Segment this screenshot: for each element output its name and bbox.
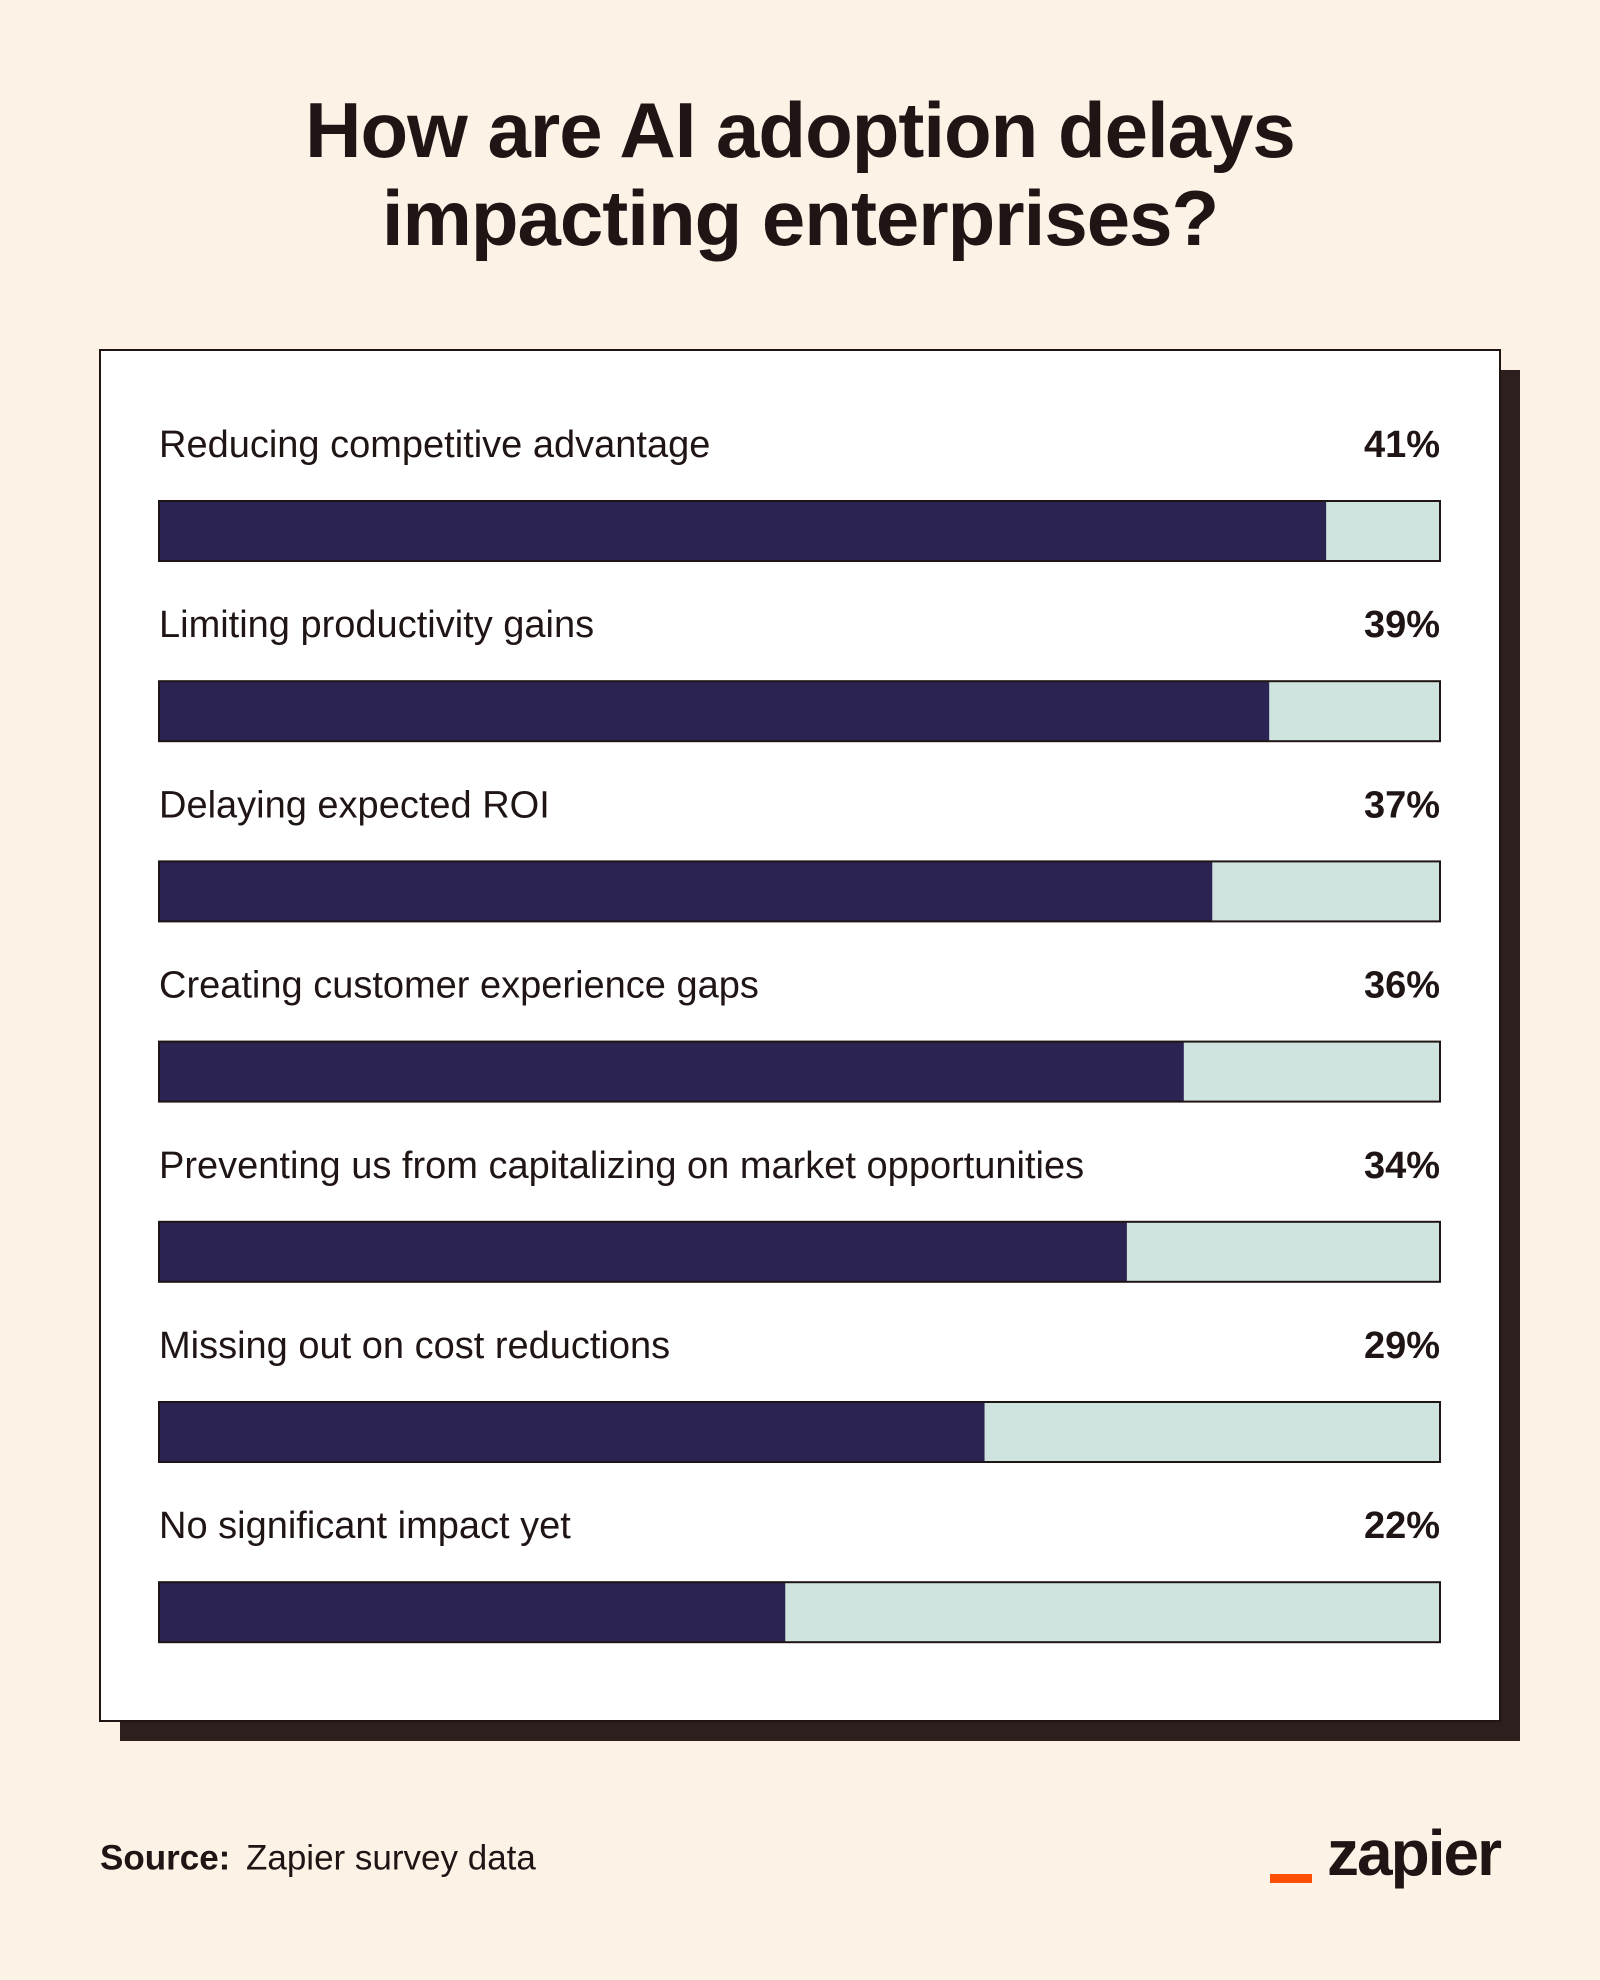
value-label: 41% xyxy=(1364,424,1440,466)
brand-logo: zapier xyxy=(1327,1817,1501,1889)
value-label: 36% xyxy=(1364,965,1440,1007)
bar xyxy=(159,1402,985,1462)
bar xyxy=(159,861,1213,922)
category-label: No significant impact yet xyxy=(159,1505,571,1547)
bar-outline xyxy=(158,860,1441,923)
category-label: Preventing us from capitalizing on marke… xyxy=(159,1145,1084,1187)
card xyxy=(99,349,1501,1722)
bar-outline xyxy=(158,500,1441,562)
category-label: Limiting productivity gains xyxy=(159,604,594,646)
bar-outline xyxy=(158,680,1441,743)
bar-outline xyxy=(158,1401,1441,1463)
value-label: 22% xyxy=(1364,1505,1440,1547)
value-label: 29% xyxy=(1364,1325,1440,1367)
bar-outline xyxy=(158,1040,1441,1103)
chart-title: How are AI adoption delays impacting ent… xyxy=(305,86,1296,262)
value-label: 37% xyxy=(1364,784,1440,826)
category-label: Reducing competitive advantage xyxy=(159,424,710,466)
category-label: Missing out on cost reductions xyxy=(159,1325,670,1367)
value-label: 39% xyxy=(1364,604,1440,646)
logo-underscore xyxy=(1270,1874,1312,1883)
source-label: Source: xyxy=(100,1838,230,1877)
bar-outline xyxy=(158,1220,1441,1283)
category-label: Creating customer experience gaps xyxy=(159,965,759,1007)
bar xyxy=(159,1041,1184,1102)
bar xyxy=(159,501,1327,561)
bar xyxy=(159,681,1270,742)
value-label: 34% xyxy=(1364,1145,1440,1187)
category-label: Delaying expected ROI xyxy=(159,784,550,826)
bar-outline xyxy=(158,1581,1441,1644)
bar xyxy=(159,1221,1127,1282)
bar xyxy=(159,1582,786,1643)
source: Zapier survey data xyxy=(246,1838,536,1877)
